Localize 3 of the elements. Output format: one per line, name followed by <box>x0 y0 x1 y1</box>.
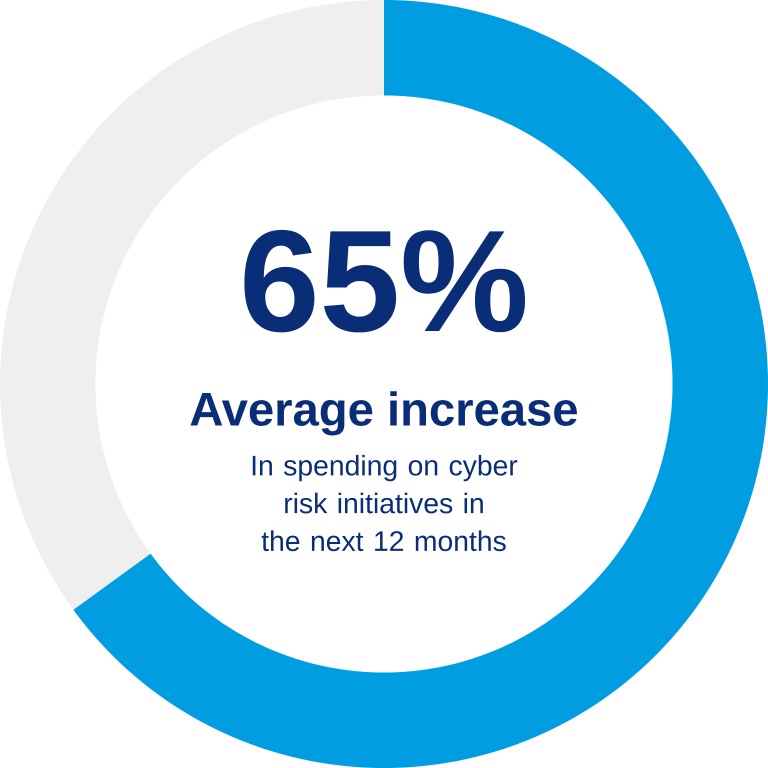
text: In spending on cyber risk initiatives in the next 12 months <box>252 454 518 552</box>
data-label: 65% <box>244 230 526 332</box>
text: Average increase <box>190 391 577 436</box>
